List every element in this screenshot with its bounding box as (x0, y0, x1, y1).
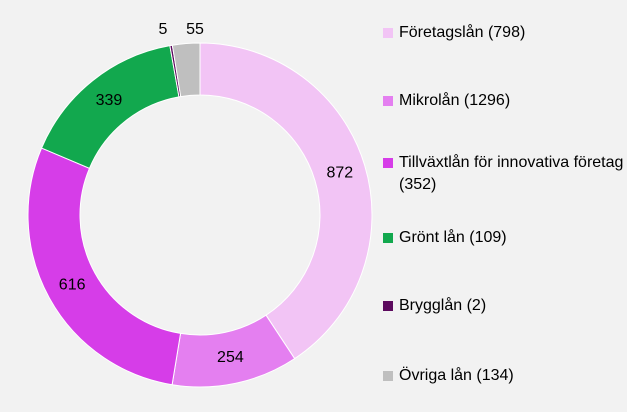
legend-entry: Grönt lån (109) (383, 227, 627, 249)
legend-entry: Tillväxtlån för innovativa företag (352) (383, 152, 627, 196)
legend-label: Tillväxtlån för innovativa företag (352) (399, 154, 624, 193)
data-label: 55 (186, 21, 204, 38)
data-label: 872 (326, 164, 353, 181)
donut-segment (27, 147, 182, 386)
data-label: 254 (217, 349, 244, 366)
legend-label: Mikrolån (1296) (399, 92, 511, 109)
legend-label: Brygglån (2) (399, 297, 487, 314)
legend-entry: Mikrolån (1296) (383, 90, 627, 112)
donut-segment (171, 42, 201, 98)
legend-swatch (383, 96, 393, 106)
data-label: 339 (96, 92, 123, 109)
legend-label: Företagslån (798) (399, 24, 526, 41)
legend-entry: Företagslån (798) (383, 22, 627, 44)
legend-swatch (383, 301, 393, 311)
legend-entry: Brygglån (2) (383, 295, 627, 317)
donut-segment (199, 42, 373, 360)
legend-swatch (383, 371, 393, 381)
data-label: 616 (59, 277, 86, 294)
legend-label: Grönt lån (109) (399, 229, 507, 246)
legend-swatch (383, 28, 393, 38)
data-label: 5 (159, 21, 168, 38)
legend-swatch (383, 233, 393, 243)
legend-label: Övriga lån (134) (399, 367, 514, 384)
legend-entry: Övriga lån (134) (383, 365, 627, 387)
legend-swatch (383, 158, 393, 168)
